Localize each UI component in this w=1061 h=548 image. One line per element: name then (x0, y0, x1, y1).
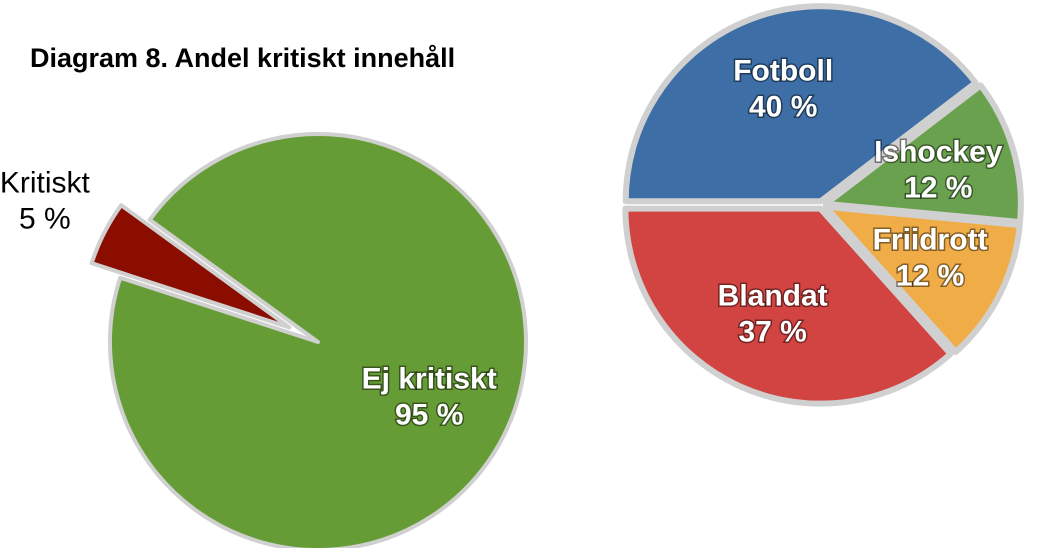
slice-label: Fotboll (733, 54, 833, 87)
chart-title: Diagram 8. Andel kritiskt innehåll (30, 43, 455, 73)
slice-label: Ej kritiskt (362, 363, 497, 396)
pie-slice (622, 205, 954, 407)
slice-label: Friidrott (873, 223, 988, 256)
pie-slice (89, 203, 292, 330)
slice-label: Kritiskt (0, 167, 91, 200)
slice-label: Blandat (718, 279, 828, 312)
slice-value-label: 12 % (896, 259, 964, 292)
slice-value-label: 5 % (19, 203, 71, 236)
pie-slice (822, 203, 1023, 355)
slice-value-label: 37 % (738, 315, 806, 348)
slice-value-label: 12 % (904, 171, 972, 204)
pie-slice (108, 132, 528, 548)
pie-slice (822, 82, 1024, 226)
slice-value-label: 95 % (395, 399, 463, 432)
slice-value-label: 40 % (749, 90, 817, 123)
slice-label: Ishockey (874, 135, 1003, 168)
pie-slice (622, 3, 979, 205)
